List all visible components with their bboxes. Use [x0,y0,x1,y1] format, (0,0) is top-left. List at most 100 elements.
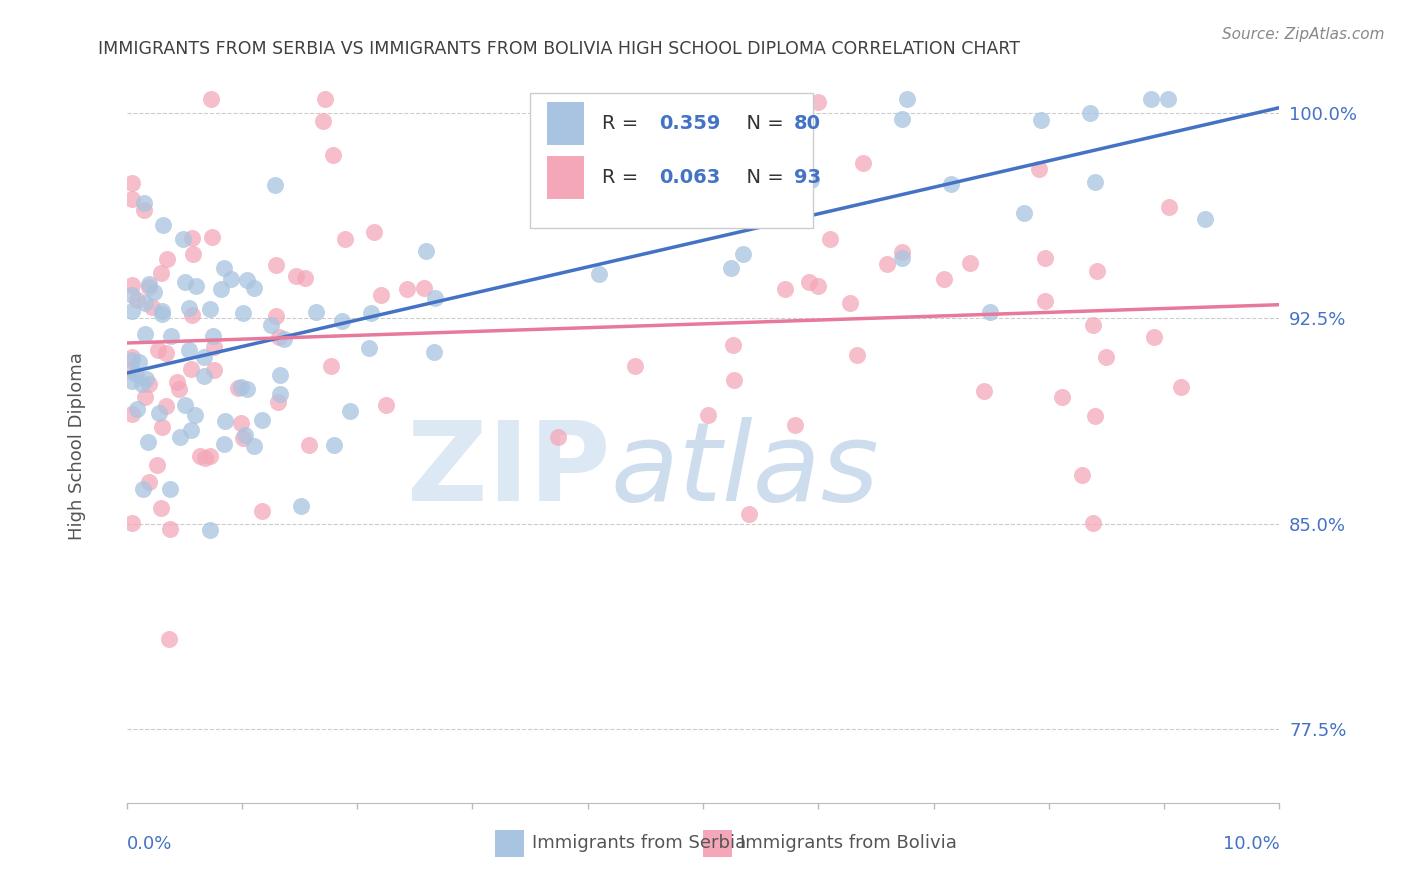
Text: R =: R = [602,169,644,187]
Point [890,244,912,259]
Point [121,407,143,421]
Point [1084,409,1107,423]
Point [1083,318,1105,333]
Point [941,178,963,192]
Point [159,483,181,497]
Point [1080,106,1102,120]
Point [312,113,335,128]
Point [121,350,143,364]
Point [212,437,235,451]
Point [125,293,148,308]
Point [1084,175,1107,189]
Point [807,279,830,293]
Point [260,318,283,333]
Point [228,381,250,395]
Point [229,417,252,431]
Text: 10.0%: 10.0% [1223,835,1279,854]
Point [250,413,273,427]
Point [181,309,204,323]
Point [236,273,259,287]
Point [1157,92,1180,106]
Point [797,275,820,289]
FancyBboxPatch shape [703,830,731,857]
Point [370,288,392,302]
Point [723,373,745,387]
Point [169,430,191,444]
Point [720,260,742,275]
Point [177,343,200,357]
Point [1012,206,1035,220]
Point [423,345,446,359]
Point [146,343,169,358]
Point [415,244,437,259]
Point [157,632,180,646]
Point [588,268,610,282]
Point [800,173,823,187]
Point [305,305,328,319]
Point [1033,251,1056,265]
Text: 80: 80 [794,114,821,133]
Point [731,247,754,261]
Point [179,423,201,437]
Point [132,195,155,210]
Point [979,305,1001,319]
Point [121,176,143,190]
Point [177,301,200,315]
Point [200,301,222,316]
Text: IMMIGRANTS FROM SERBIA VS IMMIGRANTS FROM BOLIVIA HIGH SCHOOL DIPLOMA CORRELATIO: IMMIGRANTS FROM SERBIA VS IMMIGRANTS FRO… [98,40,1021,58]
Point [290,499,312,513]
Point [152,218,174,232]
Point [314,92,336,106]
Point [890,112,912,126]
Point [700,104,723,119]
Point [194,451,217,466]
Point [209,282,232,296]
Point [412,281,434,295]
Point [160,328,183,343]
Point [363,226,385,240]
Point [201,229,224,244]
Point [121,192,143,206]
Point [121,353,143,368]
Point [339,404,361,418]
Point [264,258,287,272]
Point [198,449,221,463]
Point [1095,350,1118,364]
Point [134,326,156,341]
Point [332,314,354,328]
Point [200,92,222,106]
Point [696,408,718,422]
Point [269,368,291,382]
Point [1033,293,1056,308]
Point [721,337,744,351]
Text: N =: N = [734,114,790,133]
Point [738,507,761,521]
Point [138,277,160,291]
Point [121,278,143,293]
FancyBboxPatch shape [547,102,585,145]
Point [1083,516,1105,531]
Point [121,364,143,378]
Text: 93: 93 [794,169,821,187]
Point [322,148,344,162]
Point [121,303,143,318]
Point [319,359,342,373]
Point [134,296,156,310]
FancyBboxPatch shape [530,93,813,228]
Point [1071,468,1094,483]
Point [232,306,254,320]
Point [973,384,995,398]
Point [202,363,225,377]
Point [785,418,807,433]
Point [121,516,143,530]
Point [266,309,288,323]
Text: Immigrants from Bolivia: Immigrants from Bolivia [740,833,956,852]
Point [181,231,204,245]
Point [188,449,211,463]
Point [132,483,155,497]
Point [172,232,194,246]
Point [136,434,159,449]
Point [232,431,254,445]
Point [150,304,173,318]
Point [233,427,256,442]
